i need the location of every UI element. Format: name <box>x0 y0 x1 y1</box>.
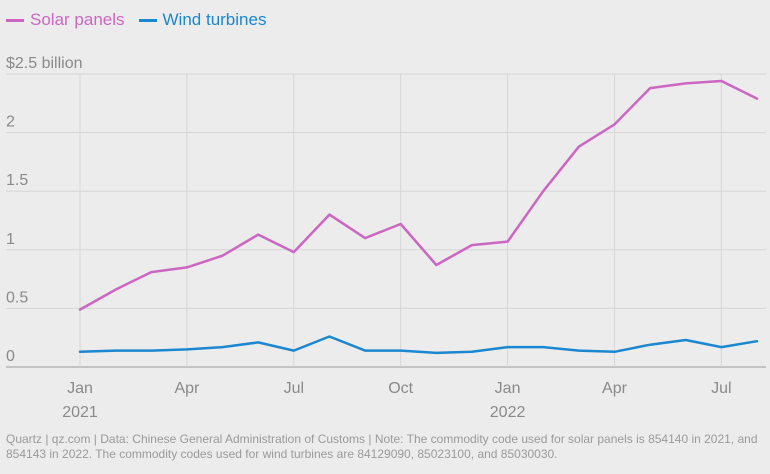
series-line-solar <box>78 79 759 311</box>
x-tick-year-label: 2021 <box>62 404 98 421</box>
x-tick-year-label: 2022 <box>490 404 526 421</box>
legend-item-wind: Wind turbines <box>138 10 267 30</box>
legend-label-wind: Wind turbines <box>162 10 267 29</box>
x-tick-label: Apr <box>602 380 628 397</box>
x-tick-label: Jul <box>711 380 731 397</box>
x-tick-label: Jul <box>284 380 304 397</box>
x-tick-label: Oct <box>388 380 413 397</box>
y-tick-label: 0 <box>6 348 15 365</box>
legend: Solar panels Wind turbines <box>6 10 266 30</box>
legend-label-solar: Solar panels <box>30 10 125 29</box>
legend-swatch-wind <box>138 18 157 22</box>
y-axis-ticks: 0 0.5 1 1.5 2 $2.5 billion <box>6 55 83 365</box>
x-tick-label: Apr <box>174 380 200 397</box>
y-tick-label: 2 <box>6 114 15 131</box>
series-line-wind <box>78 335 759 355</box>
legend-item-solar: Solar panels <box>6 10 125 30</box>
y-tick-label: $2.5 billion <box>6 55 83 72</box>
legend-swatch-solar <box>6 18 24 22</box>
series-lines <box>78 79 759 355</box>
x-axis-ticks: Jan 2021 Apr Jul Oct Jan 2022 Apr Jul <box>62 380 731 421</box>
grid-lines <box>6 73 766 368</box>
y-tick-label: 0.5 <box>6 289 28 306</box>
x-tick-label: Jan <box>67 380 93 397</box>
y-tick-label: 1 <box>6 231 15 248</box>
source-note: Quartz | qz.com | Data: Chinese General … <box>6 432 758 461</box>
x-tick-label: Jan <box>495 380 521 397</box>
y-tick-label: 1.5 <box>6 172 28 189</box>
